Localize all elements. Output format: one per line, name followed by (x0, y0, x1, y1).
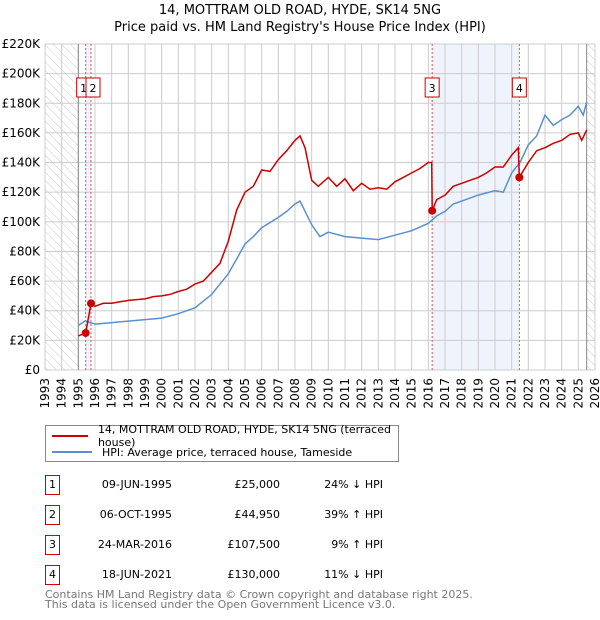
x-tick-label: 2026 (588, 378, 600, 409)
y-tick-label: £140K (2, 156, 42, 170)
sale-number-badge: 2 (45, 505, 60, 525)
y-tick-label: £180K (2, 96, 42, 110)
x-tick-label: 2002 (188, 378, 202, 409)
sale-point (81, 328, 90, 337)
y-tick-label: £120K (2, 185, 42, 199)
x-tick-label: 2025 (571, 378, 585, 409)
legend-item-hpi: HPI: Average price, terraced house, Tame… (46, 444, 352, 460)
x-tick-label: 2015 (405, 378, 419, 409)
x-tick-label: 1996 (88, 378, 102, 409)
subtitle-line: Price paid vs. HM Land Registry's House … (114, 20, 486, 35)
y-tick-label: £60K (9, 274, 41, 288)
footer-licence: This data is licensed under the Open Gov… (45, 598, 396, 611)
table-row: 3 24-MAR-2016 £107,500 9% ↑ HPI (45, 535, 445, 555)
chart-plot: £0 £20K £40K £60K £80K £100K £120K £140K £160K £1… (2, 37, 600, 409)
property-series-line (78, 129, 588, 337)
x-tick-label: 1993 (38, 378, 52, 409)
x-tick-label: 1994 (55, 378, 69, 409)
x-tick-label: 2014 (388, 378, 402, 409)
sale-number-badge: 4 (45, 565, 60, 585)
y-tick-label: £40K (9, 304, 41, 318)
sale-price: £107,500 (227, 538, 281, 551)
sale-point (428, 206, 437, 215)
legend-label: HPI: Average price, terraced house, Tame… (102, 445, 353, 459)
sale-number-badge: 3 (45, 535, 60, 555)
sale-hpi-diff: 24% ↓ HPI (324, 478, 383, 491)
sale-marker-box (511, 77, 527, 98)
sale-hpi-diff: 39% ↑ HPI (324, 508, 383, 521)
sale-marker-label: 3 (429, 82, 436, 95)
x-tick-label: 2017 (438, 378, 452, 409)
x-tick-label: 2023 (538, 378, 552, 409)
x-tick-label: 2004 (221, 378, 235, 409)
x-tick-label: 2003 (205, 378, 219, 409)
x-tick-label: 2010 (321, 378, 335, 409)
x-tick-label: 2013 (371, 378, 385, 409)
x-tick-label: 2021 (505, 378, 519, 409)
x-tick-label: 2016 (421, 378, 435, 409)
x-tick-label: 1999 (138, 378, 152, 409)
sale-point (87, 299, 95, 308)
sale-date: 06-OCT-1995 (99, 508, 172, 521)
sale-hpi-diff: 11% ↓ HPI (324, 568, 383, 581)
y-tick-label: £20K (9, 333, 41, 347)
title-line: 14, MOTTRAM OLD ROAD, HYDE, SK14 5NG (158, 3, 442, 18)
hatched-region-after (586, 44, 595, 370)
y-tick-label: £160K (2, 126, 42, 140)
x-tick-label: 1998 (121, 378, 135, 409)
sale-date: 09-JUN-1995 (101, 478, 172, 491)
shaded-period-1-2 (85, 44, 91, 370)
x-tick-label: 2012 (355, 378, 369, 409)
footer: Contains HM Land Registry data © Crown c… (45, 588, 473, 611)
x-tick-label: 1995 (71, 378, 85, 409)
x-tick-label: 2022 (521, 378, 535, 409)
sale-marker-label: 2 (90, 82, 97, 95)
legend: 14, MOTTRAM OLD ROAD, HYDE, SK14 5NG (te… (45, 423, 399, 462)
x-tick-label: 2011 (338, 378, 352, 409)
sale-marker-box (424, 77, 440, 98)
x-tick-label: 2020 (488, 378, 502, 409)
sale-price: £25,000 (234, 478, 281, 491)
y-tick-label: £80K (9, 244, 41, 258)
y-tick-label: £220K (2, 37, 42, 51)
x-tick-label: 2009 (305, 378, 319, 409)
x-tick-label: 2019 (471, 378, 485, 409)
legend-label: 14, MOTTRAM OLD ROAD, HYDE, SK14 5NG (te… (97, 423, 391, 449)
y-tick-label: £100K (2, 215, 42, 229)
chart-title: 14, MOTTRAM OLD ROAD, HYDE, SK14 5NG Pri… (0, 2, 600, 36)
table-row: 1 09-JUN-1995 £25,000 24% ↓ HPI (45, 475, 445, 495)
sale-date: 18-JUN-2021 (101, 568, 172, 581)
x-tick-label: 2008 (288, 378, 302, 409)
legend-swatch-red (52, 435, 88, 437)
sale-marker-box (85, 77, 101, 98)
legend-item-property: 14, MOTTRAM OLD ROAD, HYDE, SK14 5NG (te… (46, 423, 398, 449)
sale-price: £130,000 (227, 568, 281, 581)
y-tick-label: £200K (2, 67, 42, 81)
sale-date: 24-MAR-2016 (97, 538, 172, 551)
sale-hpi-diff: 9% ↑ HPI (331, 538, 383, 551)
sale-point (515, 173, 524, 182)
sale-marker-label: 4 (516, 82, 523, 95)
y-tick-label: £0 (25, 363, 40, 377)
table-row: 2 06-OCT-1995 £44,950 39% ↑ HPI (45, 505, 445, 525)
x-tick-label: 2006 (255, 378, 269, 409)
sale-number-badge: 1 (45, 475, 60, 495)
x-tick-label: 2018 (455, 378, 469, 409)
x-tick-label: 2024 (555, 378, 569, 409)
shaded-period-3-4 (432, 44, 520, 370)
x-tick-label: 1997 (105, 378, 119, 409)
footer-copyright: Contains HM Land Registry data © Crown c… (45, 588, 473, 601)
hpi-series-line (77, 101, 588, 327)
legend-swatch-blue (52, 451, 92, 453)
x-tick-label: 2001 (171, 378, 185, 409)
table-row: 4 18-JUN-2021 £130,000 11% ↓ HPI (45, 565, 445, 585)
x-tick-label: 2005 (238, 378, 252, 409)
x-tick-label: 2007 (271, 378, 285, 409)
sale-marker-label: 1 (80, 82, 87, 95)
sale-price: £44,950 (234, 508, 281, 521)
x-tick-label: 2000 (155, 378, 169, 409)
